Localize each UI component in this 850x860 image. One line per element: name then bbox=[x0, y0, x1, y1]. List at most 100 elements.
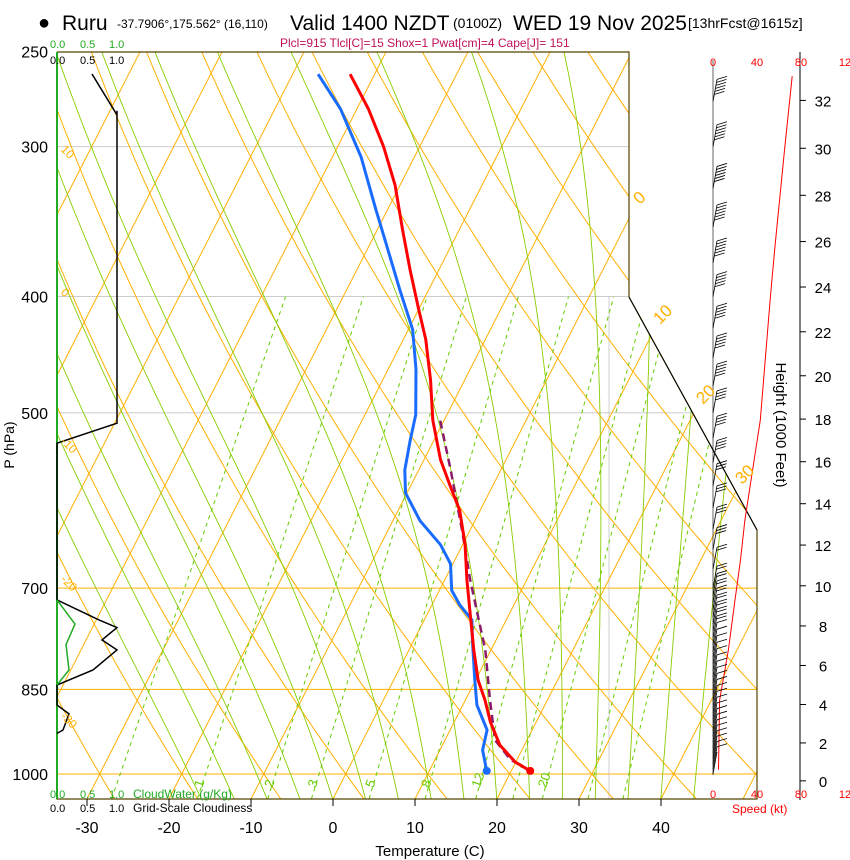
wind-barb-flag bbox=[716, 387, 728, 392]
forecast-info: [13hrFcst@1615z] bbox=[688, 15, 803, 31]
wind-barb-staff bbox=[712, 714, 718, 737]
speed-tick-label: 40 bbox=[751, 789, 763, 801]
dry-adiabat-label: -10 bbox=[58, 434, 80, 456]
wind-barb bbox=[712, 651, 728, 677]
wind-barb bbox=[712, 360, 728, 387]
wind-barb bbox=[712, 163, 728, 189]
wind-barb-flag bbox=[716, 663, 728, 668]
cloudiness-label: Grid-Scale Cloudiness bbox=[133, 801, 252, 815]
cloud-scale-bottom-green: 1.0 bbox=[109, 789, 124, 801]
wind-barb-flag bbox=[715, 246, 726, 251]
cloud-scale-top-black: 1.0 bbox=[109, 55, 124, 67]
wind-barb-flag bbox=[714, 249, 726, 254]
moist-adiabat-line bbox=[57, 52, 235, 799]
wind-barb bbox=[712, 638, 728, 665]
wind-barb bbox=[712, 76, 728, 102]
pressure-tick-label: 300 bbox=[21, 140, 48, 157]
wind-barb-flag bbox=[715, 172, 726, 176]
wind-barb-staff bbox=[712, 608, 718, 632]
wind-barb-flag bbox=[716, 705, 728, 709]
wind-barb-flag bbox=[716, 460, 728, 465]
cloud-scale-top-black: 0.5 bbox=[80, 55, 95, 67]
speed-axis-label: Speed (kt) bbox=[732, 802, 787, 816]
moist-adiabat-line bbox=[57, 52, 301, 799]
wind-barb-flag bbox=[716, 645, 728, 649]
wind-barb-flag bbox=[715, 509, 727, 514]
wind-barb-staff bbox=[712, 642, 718, 665]
wind-barb-staff bbox=[712, 587, 718, 611]
wind-barb-flag bbox=[716, 524, 728, 528]
wind-barb-flag bbox=[715, 338, 727, 343]
pressure-tick-label: 500 bbox=[21, 406, 48, 423]
pressure-tick-label: 400 bbox=[21, 290, 48, 307]
x-tick-label: 10 bbox=[406, 820, 424, 837]
wind-barb-staff bbox=[712, 697, 718, 720]
station-name: Ruru bbox=[62, 12, 108, 35]
wind-barb-flag bbox=[715, 421, 726, 426]
wind-barb-flag bbox=[716, 584, 728, 589]
x-tick-label: 0 bbox=[329, 820, 338, 837]
wind-barb-flag bbox=[716, 390, 727, 395]
wind-barb-staff bbox=[712, 673, 718, 696]
wind-barb-flag bbox=[716, 332, 728, 337]
height-tick-label: 2 bbox=[819, 736, 827, 753]
wind-barb bbox=[712, 460, 728, 486]
wind-barb bbox=[712, 670, 728, 696]
wind-barb bbox=[712, 412, 728, 439]
height-tick-label: 32 bbox=[815, 93, 832, 110]
wind-barb-flag bbox=[716, 605, 728, 610]
wind-barb-flag bbox=[715, 210, 726, 215]
wind-barb-flag bbox=[716, 166, 727, 170]
wind-barb bbox=[712, 743, 728, 769]
wind-barb bbox=[712, 271, 728, 297]
mixing-ratio-label: 20 bbox=[535, 771, 554, 790]
dewpoint-line bbox=[316, 73, 489, 772]
wind-barb-flag bbox=[716, 727, 728, 732]
wind-barb-flag bbox=[716, 240, 727, 245]
wind-barb-flag bbox=[716, 625, 728, 630]
dry-adiabat-line bbox=[57, 52, 282, 799]
wind-barb-staff bbox=[712, 274, 718, 297]
mixing-ratio-line bbox=[424, 296, 569, 799]
wind-barb-staff bbox=[712, 730, 718, 753]
wind-barb bbox=[712, 705, 728, 731]
speed-tick-label: 80 bbox=[795, 789, 807, 801]
wind-barb-flag bbox=[715, 243, 727, 248]
wind-barb-flag bbox=[716, 721, 728, 726]
moist-adiabat-line bbox=[212, 52, 465, 799]
wind-barb-flag bbox=[714, 91, 725, 95]
wind-barb-staff bbox=[712, 667, 718, 690]
wind-barb bbox=[712, 302, 728, 329]
wind-barb-flag bbox=[716, 121, 728, 126]
wind-barb-staff bbox=[712, 204, 718, 228]
wind-barb-staff bbox=[712, 736, 718, 759]
wind-barb-staff bbox=[712, 364, 718, 387]
moist-adiabat-line bbox=[371, 52, 531, 799]
dry-adiabat-line bbox=[57, 52, 116, 799]
wind-barb bbox=[712, 738, 728, 764]
cloud-scale-bottom-black: 0.0 bbox=[50, 803, 65, 815]
wind-barb-flag bbox=[716, 615, 727, 620]
wind-barb bbox=[712, 645, 728, 671]
height-tick-label: 14 bbox=[815, 497, 832, 514]
cloudiness-line bbox=[56, 73, 119, 735]
wind-barb bbox=[712, 584, 728, 611]
height-tick-label: 22 bbox=[815, 325, 832, 342]
wind-barb-flag bbox=[715, 85, 726, 89]
wind-barb-flag bbox=[716, 412, 728, 417]
wind-barb-flag bbox=[716, 237, 728, 242]
speed-tick-label-top: 12 bbox=[839, 57, 850, 69]
wind-barb bbox=[712, 503, 728, 530]
surface-temp-dot bbox=[526, 766, 535, 775]
surface-dewpoint-dot bbox=[482, 766, 491, 775]
cloud-scale-bottom-black: 1.0 bbox=[109, 803, 124, 815]
wind-barb-flag bbox=[716, 302, 728, 307]
wind-barb-staff bbox=[712, 679, 718, 702]
wind-barb bbox=[712, 591, 728, 618]
dry-adiabat-line bbox=[421, 52, 757, 799]
mixing-ratio-line bbox=[111, 296, 287, 799]
height-tick-label: 26 bbox=[815, 235, 832, 252]
wind-barb-flag bbox=[716, 335, 727, 340]
wind-barb-staff bbox=[712, 602, 718, 625]
wind-barb-flag bbox=[714, 372, 726, 377]
